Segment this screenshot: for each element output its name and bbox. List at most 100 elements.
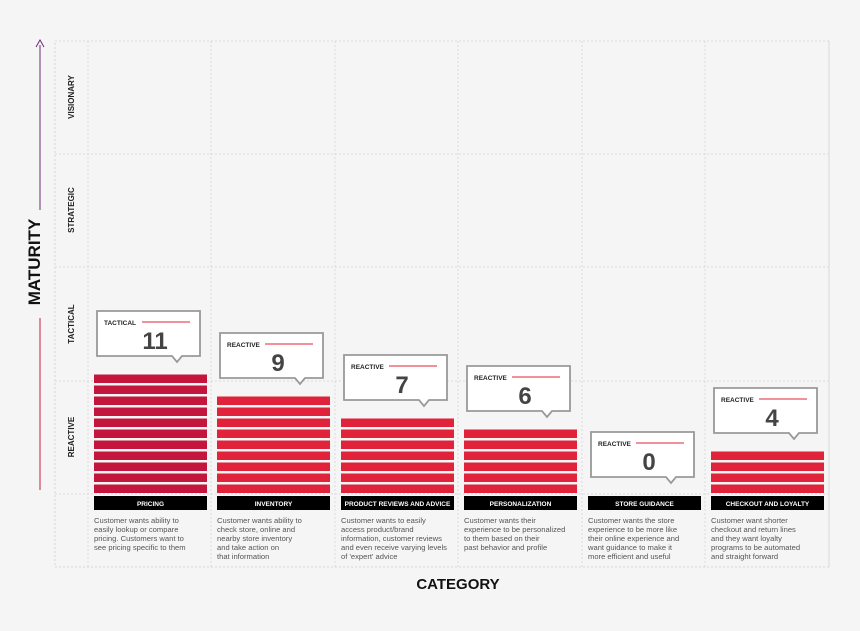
bar-segment bbox=[464, 462, 577, 471]
category-label-bar bbox=[464, 496, 577, 510]
maturity-level-labels: REACTIVE TACTICAL STRATEGIC VISIONARY bbox=[67, 74, 76, 457]
category-description-line: checkout and return lines bbox=[711, 525, 796, 534]
bar-segment bbox=[464, 440, 577, 449]
bar-segment bbox=[94, 374, 207, 383]
bar-segment bbox=[711, 451, 824, 460]
category-description-line: nearby store inventory bbox=[217, 534, 292, 543]
callout-value: 7 bbox=[395, 372, 408, 399]
bar-segment bbox=[341, 440, 454, 449]
bar-segment bbox=[341, 462, 454, 471]
value-callouts: TACTICAL 11 REACTIVE 9 REACTIVE 7 REACTIVE 6 REA… bbox=[96, 310, 818, 485]
maturity-level-label: TACTICAL bbox=[67, 304, 76, 344]
category-description-line: and even receive varying levels bbox=[341, 543, 447, 552]
bar-segment bbox=[341, 484, 454, 493]
bar-segment bbox=[464, 451, 577, 460]
bar-segment bbox=[711, 473, 824, 482]
value-callout-box bbox=[343, 354, 448, 408]
category-description-line: Customer wants to easily bbox=[341, 516, 426, 525]
bar-segment bbox=[94, 429, 207, 438]
category-description-line: access product/brand bbox=[341, 525, 414, 534]
bar-segment bbox=[217, 484, 330, 493]
category-label-bar bbox=[588, 496, 701, 510]
category-description-line: and they want loyalty bbox=[711, 534, 782, 543]
value-callout-box bbox=[466, 365, 571, 419]
category-description-line: experience to be more like bbox=[588, 525, 677, 534]
callout-value: 4 bbox=[765, 405, 779, 432]
category-label-bar bbox=[711, 496, 824, 510]
bar-segment bbox=[464, 429, 577, 438]
bar-segment bbox=[464, 473, 577, 482]
callout-maturity-label: REACTIVE bbox=[721, 397, 755, 404]
bar-segment bbox=[94, 385, 207, 394]
y-axis-arrow-icon bbox=[35, 38, 45, 48]
category-description-line: and straight forward bbox=[711, 552, 778, 561]
bar-segment bbox=[94, 462, 207, 471]
grid-border bbox=[54, 40, 830, 568]
bar-segment bbox=[94, 451, 207, 460]
category-labels: PRICING INVENTORY PRODUCT REVIEWS AND ADVI… bbox=[137, 501, 810, 508]
category-description-line: want guidance to make it bbox=[587, 543, 673, 552]
category-description-line: of 'expert' advice bbox=[341, 552, 398, 561]
value-callout-box bbox=[219, 332, 324, 386]
axes bbox=[35, 38, 45, 490]
category-description-line: Customer want shorter bbox=[711, 516, 788, 525]
category-description-line: experience to be personalized bbox=[464, 525, 565, 534]
maturity-level-label: STRATEGIC bbox=[67, 187, 76, 233]
category-description-line: information, customer reviews bbox=[341, 534, 442, 543]
bar-segment bbox=[94, 396, 207, 405]
bar-segment bbox=[94, 484, 207, 493]
category-description-line: past behavior and profile bbox=[464, 543, 547, 552]
bar-segment bbox=[217, 429, 330, 438]
category-label-bar bbox=[94, 496, 207, 510]
category-description-line: more efficient and useful bbox=[588, 552, 671, 561]
callout-value: 0 bbox=[642, 449, 655, 476]
category-description-line: Customer wants ability to bbox=[94, 516, 179, 525]
category-label: STORE GUIDANCE bbox=[615, 501, 674, 508]
bar-segment bbox=[217, 396, 330, 405]
category-label: PRICING bbox=[137, 501, 164, 508]
value-callout-box bbox=[590, 431, 695, 485]
category-description-line: and take action on bbox=[217, 543, 279, 552]
category-label: INVENTORY bbox=[255, 501, 293, 508]
category-label: PERSONALIZATION bbox=[490, 501, 552, 508]
bar-segment bbox=[341, 418, 454, 427]
callout-value: 9 bbox=[271, 350, 284, 377]
bar-segment bbox=[94, 407, 207, 416]
category-description-line: Customer wants their bbox=[464, 516, 536, 525]
bar-segment bbox=[341, 451, 454, 460]
bar-segment bbox=[217, 462, 330, 471]
bar-segment bbox=[464, 484, 577, 493]
category-description-line: check store, online and bbox=[217, 525, 295, 534]
bar-segment bbox=[711, 484, 824, 493]
bar-segment bbox=[217, 473, 330, 482]
grid bbox=[54, 40, 830, 568]
category-description-line: their online experience and bbox=[588, 534, 679, 543]
bar-segment bbox=[711, 462, 824, 471]
bar-segment bbox=[217, 451, 330, 460]
bar-segment bbox=[94, 440, 207, 449]
category-description-line: see pricing specific to them bbox=[94, 543, 186, 552]
category-label: PRODUCT REVIEWS AND ADVICE bbox=[345, 501, 451, 508]
category-description-line: programs to be automated bbox=[711, 543, 800, 552]
category-description-line: easily lookup or compare bbox=[94, 525, 178, 534]
category-label-bar bbox=[217, 496, 330, 510]
category-description-line: Customer wants ability to bbox=[217, 516, 302, 525]
callout-value: 6 bbox=[518, 383, 531, 410]
bar-segment bbox=[341, 429, 454, 438]
maturity-level-label: VISIONARY bbox=[67, 74, 76, 118]
y-axis-label: MATURITY bbox=[25, 218, 44, 305]
x-axis-label: CATEGORY bbox=[416, 576, 499, 593]
bar-segment bbox=[217, 407, 330, 416]
callout-maturity-label: REACTIVE bbox=[598, 441, 632, 448]
callout-maturity-label: REACTIVE bbox=[227, 342, 261, 349]
callout-value: 11 bbox=[142, 328, 167, 355]
bar-segment bbox=[94, 473, 207, 482]
value-callout-box bbox=[96, 310, 201, 364]
callout-maturity-label: TACTICAL bbox=[104, 320, 136, 327]
callout-maturity-label: REACTIVE bbox=[474, 375, 508, 382]
category-label: CHECKOUT AND LOYALTY bbox=[726, 501, 810, 508]
category-description-line: pricing. Customers want to bbox=[94, 534, 184, 543]
category-description-line: to them based on their bbox=[464, 534, 540, 543]
